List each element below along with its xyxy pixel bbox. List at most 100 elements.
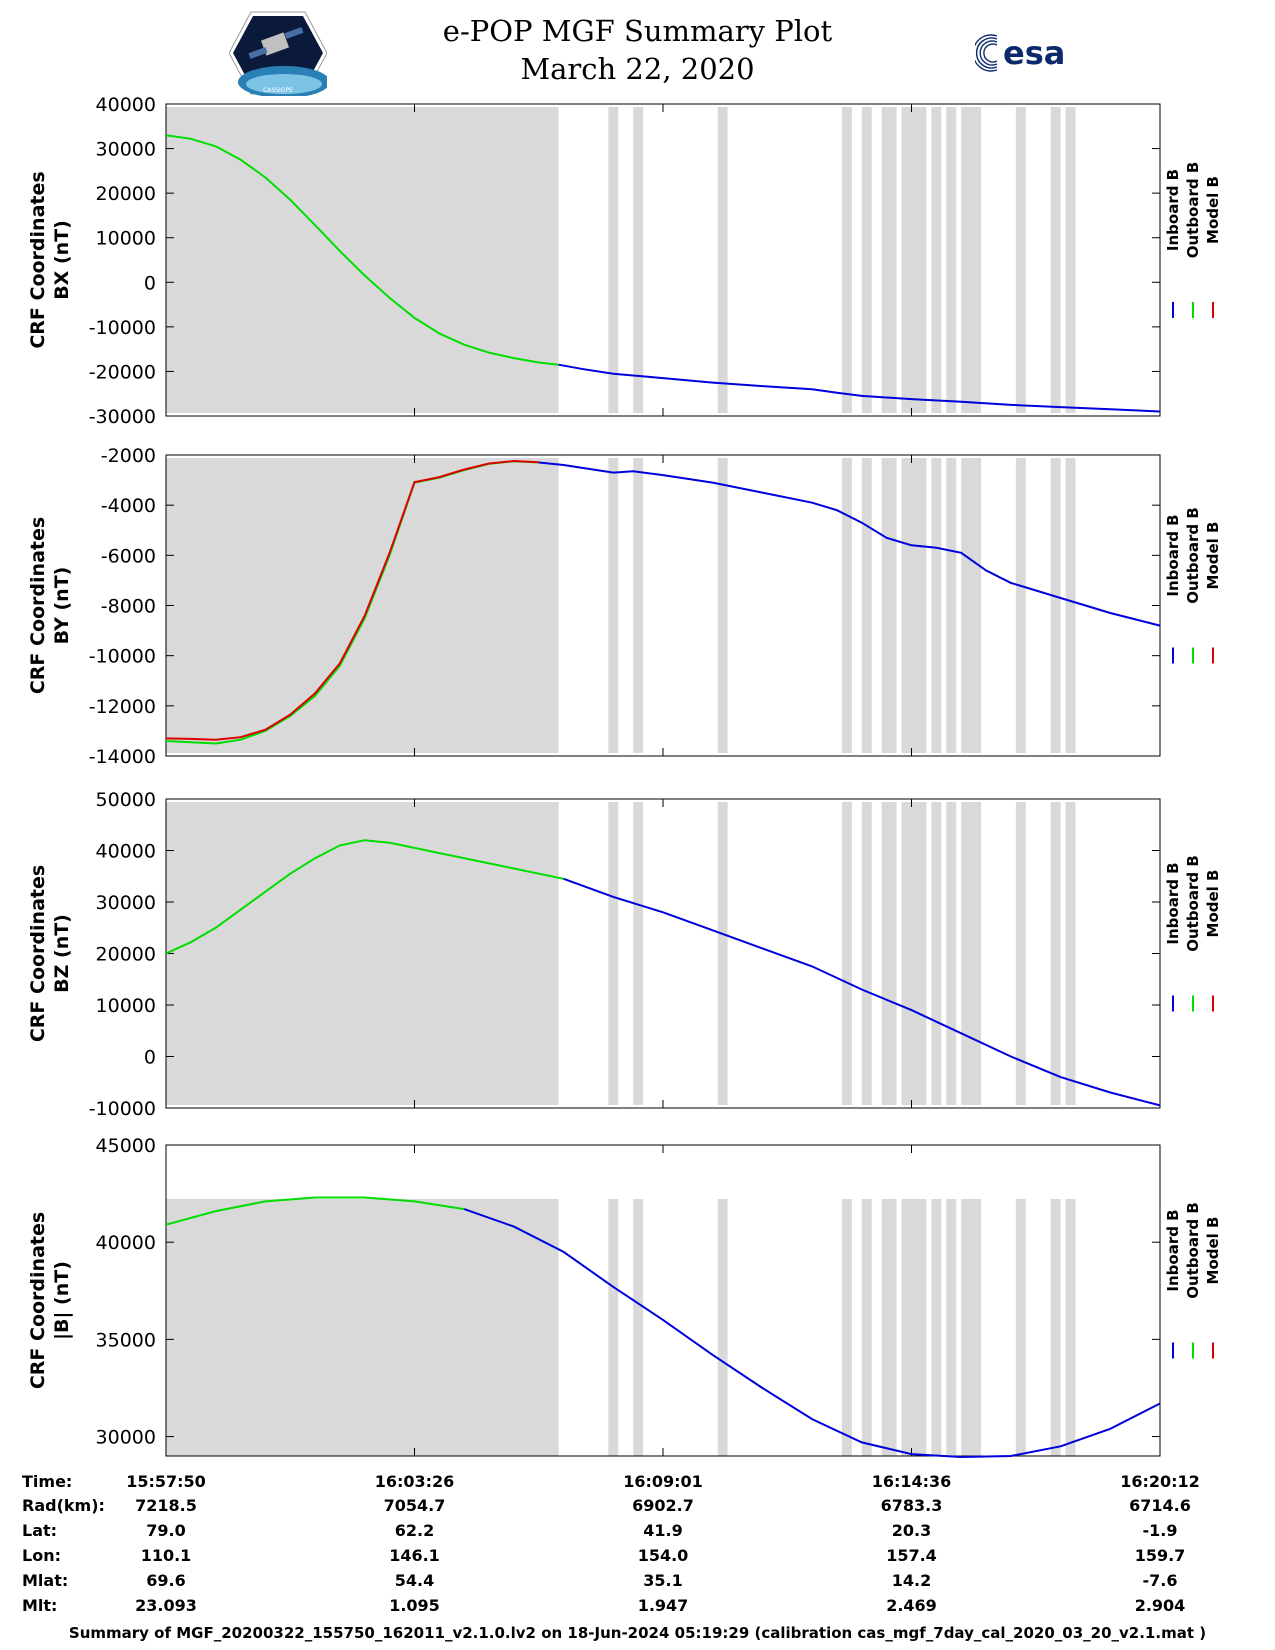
shaded-interval-0-8 bbox=[931, 107, 942, 413]
shaded-interval-0-4 bbox=[841, 107, 852, 413]
shaded-interval-0-0 bbox=[166, 107, 559, 413]
shaded-interval-1-8 bbox=[931, 458, 942, 753]
y-tick-label-0-3: 10000 bbox=[96, 228, 156, 250]
ephemeris-label: Mlt: bbox=[22, 1596, 58, 1615]
shaded-interval-3-11 bbox=[1015, 1199, 1026, 1456]
y-tick-label-2-4: 10000 bbox=[96, 995, 156, 1017]
title-line-2: March 22, 2020 bbox=[520, 52, 755, 86]
shaded-interval-0-13 bbox=[1065, 107, 1076, 413]
ephemeris-value: 20.3 bbox=[891, 1521, 932, 1540]
series-line-3-0 bbox=[165, 1196, 465, 1226]
shaded-interval-1-3 bbox=[717, 458, 728, 753]
ephemeris-value: 6714.6 bbox=[1129, 1496, 1191, 1515]
y-tick-label-1-3: -8000 bbox=[101, 596, 156, 618]
ephemeris-value: 146.1 bbox=[389, 1546, 440, 1565]
ephemeris-label: Lat: bbox=[22, 1521, 58, 1540]
ephemeris-value: 35.1 bbox=[643, 1571, 683, 1590]
shaded-interval-0-6 bbox=[881, 107, 897, 413]
series-line-2-1 bbox=[563, 877, 1161, 1107]
ylabel-line2-3: |B| (nT) bbox=[51, 1261, 73, 1340]
series-line-0-1 bbox=[558, 363, 1161, 413]
y-tick-label-0-1: 30000 bbox=[96, 139, 156, 161]
shaded-interval-0-11 bbox=[1015, 107, 1026, 413]
ylabel-line1-0: CRF Coordinates bbox=[27, 171, 49, 348]
shaded-interval-3-0 bbox=[166, 1199, 559, 1456]
shaded-interval-2-5 bbox=[861, 802, 872, 1105]
shaded-interval-3-6 bbox=[881, 1199, 897, 1456]
ephemeris-value: 14.2 bbox=[891, 1571, 932, 1590]
ephemeris-value: 79.0 bbox=[146, 1521, 186, 1540]
ylabel-line2-2: BZ (nT) bbox=[51, 914, 73, 993]
shaded-interval-0-3 bbox=[717, 107, 728, 413]
y-tick-label-0-7: -30000 bbox=[89, 406, 156, 428]
shaded-interval-0-5 bbox=[861, 107, 872, 413]
ephemeris-value: 16:20:12 bbox=[1120, 1472, 1200, 1491]
shaded-interval-1-13 bbox=[1065, 458, 1076, 753]
legend-label-3-2: Model B bbox=[1204, 1217, 1222, 1285]
shaded-interval-2-6 bbox=[881, 802, 897, 1105]
ephemeris-value: 1.947 bbox=[637, 1596, 689, 1615]
legend-label-0-0: Inboard B bbox=[1164, 169, 1182, 251]
footer-note: Summary of MGF_20200322_155750_162011_v2… bbox=[68, 1624, 1207, 1642]
shaded-interval-2-1 bbox=[608, 802, 619, 1105]
series-line-0-0 bbox=[165, 134, 559, 366]
ephemeris-label: Time: bbox=[22, 1472, 73, 1491]
ephemeris-value: 154.0 bbox=[637, 1546, 689, 1565]
series-line-1-2 bbox=[538, 461, 1161, 627]
ephemeris-label: Mlat: bbox=[22, 1571, 69, 1590]
shaded-interval-1-6 bbox=[881, 458, 897, 753]
y-tick-label-2-2: 30000 bbox=[96, 892, 156, 914]
shaded-interval-2-12 bbox=[1050, 802, 1061, 1105]
y-tick-label-3-0: 45000 bbox=[96, 1135, 156, 1157]
series-line-1-1 bbox=[165, 459, 539, 741]
shaded-interval-2-2 bbox=[633, 802, 644, 1105]
shaded-interval-1-11 bbox=[1015, 458, 1026, 753]
shaded-interval-2-0 bbox=[166, 802, 559, 1105]
ephemeris-value: 16:14:36 bbox=[871, 1472, 952, 1491]
ephemeris-value: 110.1 bbox=[140, 1546, 192, 1565]
y-tick-label-0-0: 40000 bbox=[96, 94, 156, 116]
y-tick-label-1-2: -6000 bbox=[101, 545, 156, 567]
ylabel-line2-1: BY (nT) bbox=[51, 567, 73, 645]
legend-label-3-0: Inboard B bbox=[1164, 1209, 1182, 1291]
y-tick-label-1-1: -4000 bbox=[101, 495, 156, 517]
shaded-interval-2-8 bbox=[931, 802, 942, 1105]
shaded-interval-0-12 bbox=[1050, 107, 1061, 413]
shaded-interval-1-5 bbox=[861, 458, 872, 753]
ylabel-line2-0: BX (nT) bbox=[51, 220, 73, 300]
shaded-interval-0-1 bbox=[608, 107, 619, 413]
shaded-interval-3-5 bbox=[861, 1199, 872, 1456]
shaded-interval-1-2 bbox=[633, 458, 644, 753]
y-tick-label-0-5: -10000 bbox=[89, 317, 156, 339]
y-tick-label-1-5: -12000 bbox=[89, 696, 156, 718]
shaded-interval-3-12 bbox=[1050, 1199, 1061, 1456]
shaded-interval-3-2 bbox=[633, 1199, 644, 1456]
ephemeris-value: 7218.5 bbox=[135, 1496, 197, 1515]
shaded-interval-3-1 bbox=[608, 1199, 619, 1456]
ephemeris-value: 6902.7 bbox=[632, 1496, 694, 1515]
y-tick-label-2-3: 20000 bbox=[96, 944, 156, 966]
ephemeris-label: Rad(km): bbox=[22, 1496, 105, 1515]
shaded-interval-0-10 bbox=[961, 107, 982, 413]
ylabel-line1-3: CRF Coordinates bbox=[27, 1212, 49, 1389]
shaded-interval-3-9 bbox=[946, 1199, 957, 1456]
shaded-interval-3-7 bbox=[901, 1199, 927, 1456]
y-tick-label-2-6: -10000 bbox=[89, 1098, 156, 1120]
title-line-1: e-POP MGF Summary Plot bbox=[442, 14, 833, 48]
shaded-interval-3-13 bbox=[1065, 1199, 1076, 1456]
ephemeris-value: 1.095 bbox=[389, 1596, 440, 1615]
shaded-interval-2-13 bbox=[1065, 802, 1076, 1105]
shaded-interval-1-9 bbox=[946, 458, 957, 753]
shaded-interval-2-10 bbox=[961, 802, 982, 1105]
ephemeris-value: -1.9 bbox=[1142, 1521, 1178, 1540]
ephemeris-value: 62.2 bbox=[394, 1521, 435, 1540]
shaded-interval-3-3 bbox=[717, 1199, 728, 1456]
shaded-interval-2-3 bbox=[717, 802, 728, 1105]
ephemeris-value: 6783.3 bbox=[880, 1496, 943, 1515]
ephemeris-value: 69.6 bbox=[146, 1571, 186, 1590]
shaded-interval-1-12 bbox=[1050, 458, 1061, 753]
shaded-interval-2-9 bbox=[946, 802, 957, 1105]
shaded-interval-1-1 bbox=[608, 458, 619, 753]
y-tick-label-1-6: -14000 bbox=[89, 746, 156, 768]
shaded-interval-2-11 bbox=[1015, 802, 1026, 1105]
